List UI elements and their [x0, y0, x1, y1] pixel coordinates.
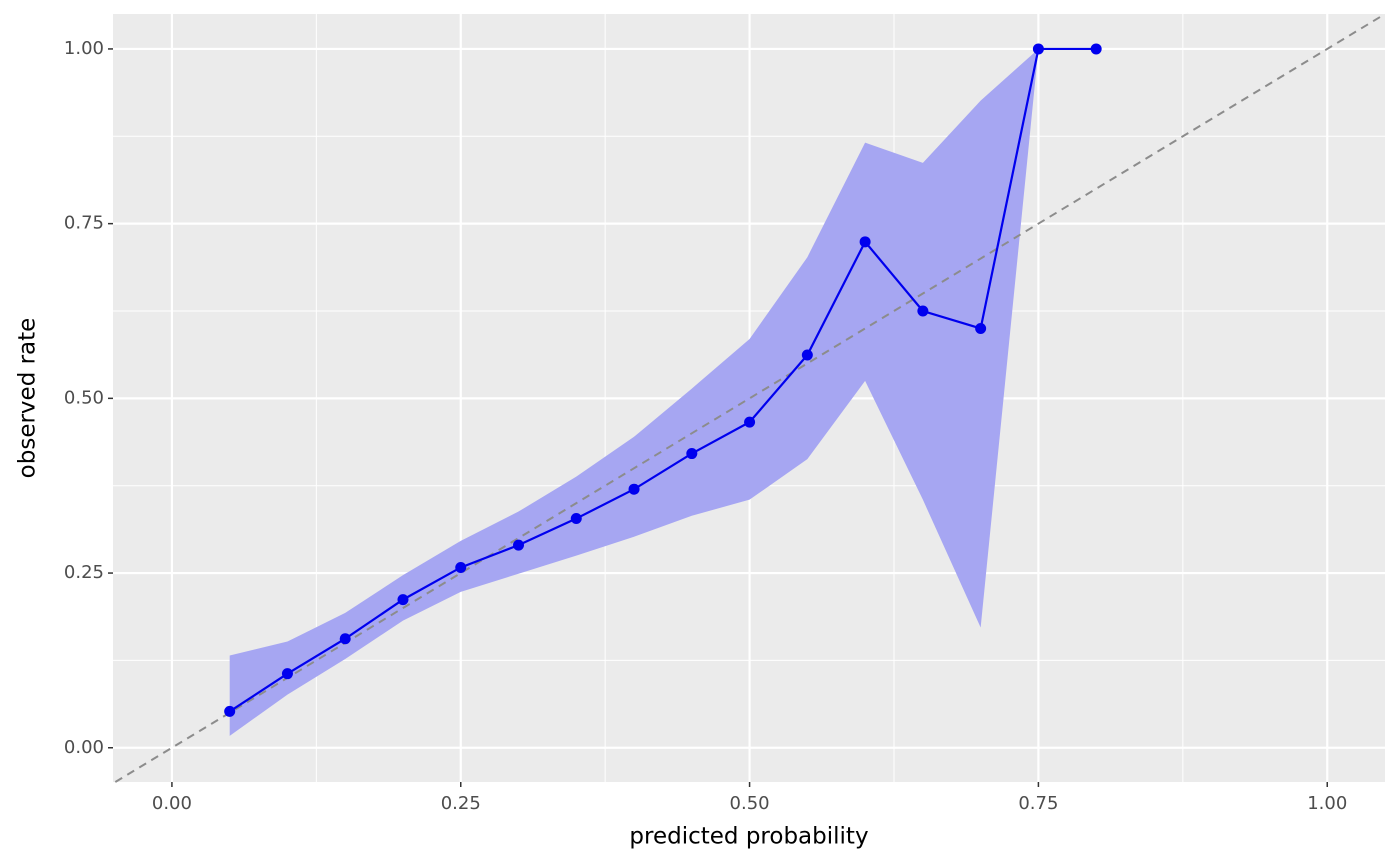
x-tick-label: 1.00	[1307, 793, 1347, 814]
y-axis-title: observed rate	[15, 318, 41, 479]
confidence-band	[229, 48, 1039, 736]
data-point	[455, 561, 467, 573]
plot-layer	[114, 13, 1386, 783]
data-point	[744, 416, 756, 428]
data-point	[975, 322, 987, 334]
data-point	[859, 236, 871, 248]
y-tick-label: 0.25	[64, 562, 104, 583]
data-point	[1090, 43, 1102, 55]
data-point	[397, 594, 409, 606]
reference-line	[114, 13, 1386, 783]
data-point	[917, 305, 929, 317]
x-tick-label: 0.25	[441, 793, 481, 814]
series-line	[229, 47, 1097, 713]
data-point	[686, 448, 698, 460]
x-tick-label: 0.75	[1018, 793, 1058, 814]
data-point	[281, 668, 293, 680]
data-point	[513, 539, 525, 551]
x-tick-label: 0.50	[730, 793, 770, 814]
x-tick-label: 0.00	[152, 793, 192, 814]
data-point	[339, 633, 351, 645]
y-tick-label: 0.00	[64, 737, 104, 758]
y-tick-label: 1.00	[64, 38, 104, 59]
data-point	[224, 705, 236, 717]
data-point	[1032, 43, 1044, 55]
y-tick-label: 0.75	[64, 213, 104, 234]
x-axis-title: predicted probability	[629, 824, 868, 850]
y-tick-label: 0.50	[64, 387, 104, 408]
data-point	[570, 513, 582, 525]
data-point	[628, 483, 640, 495]
data-point	[801, 349, 813, 361]
